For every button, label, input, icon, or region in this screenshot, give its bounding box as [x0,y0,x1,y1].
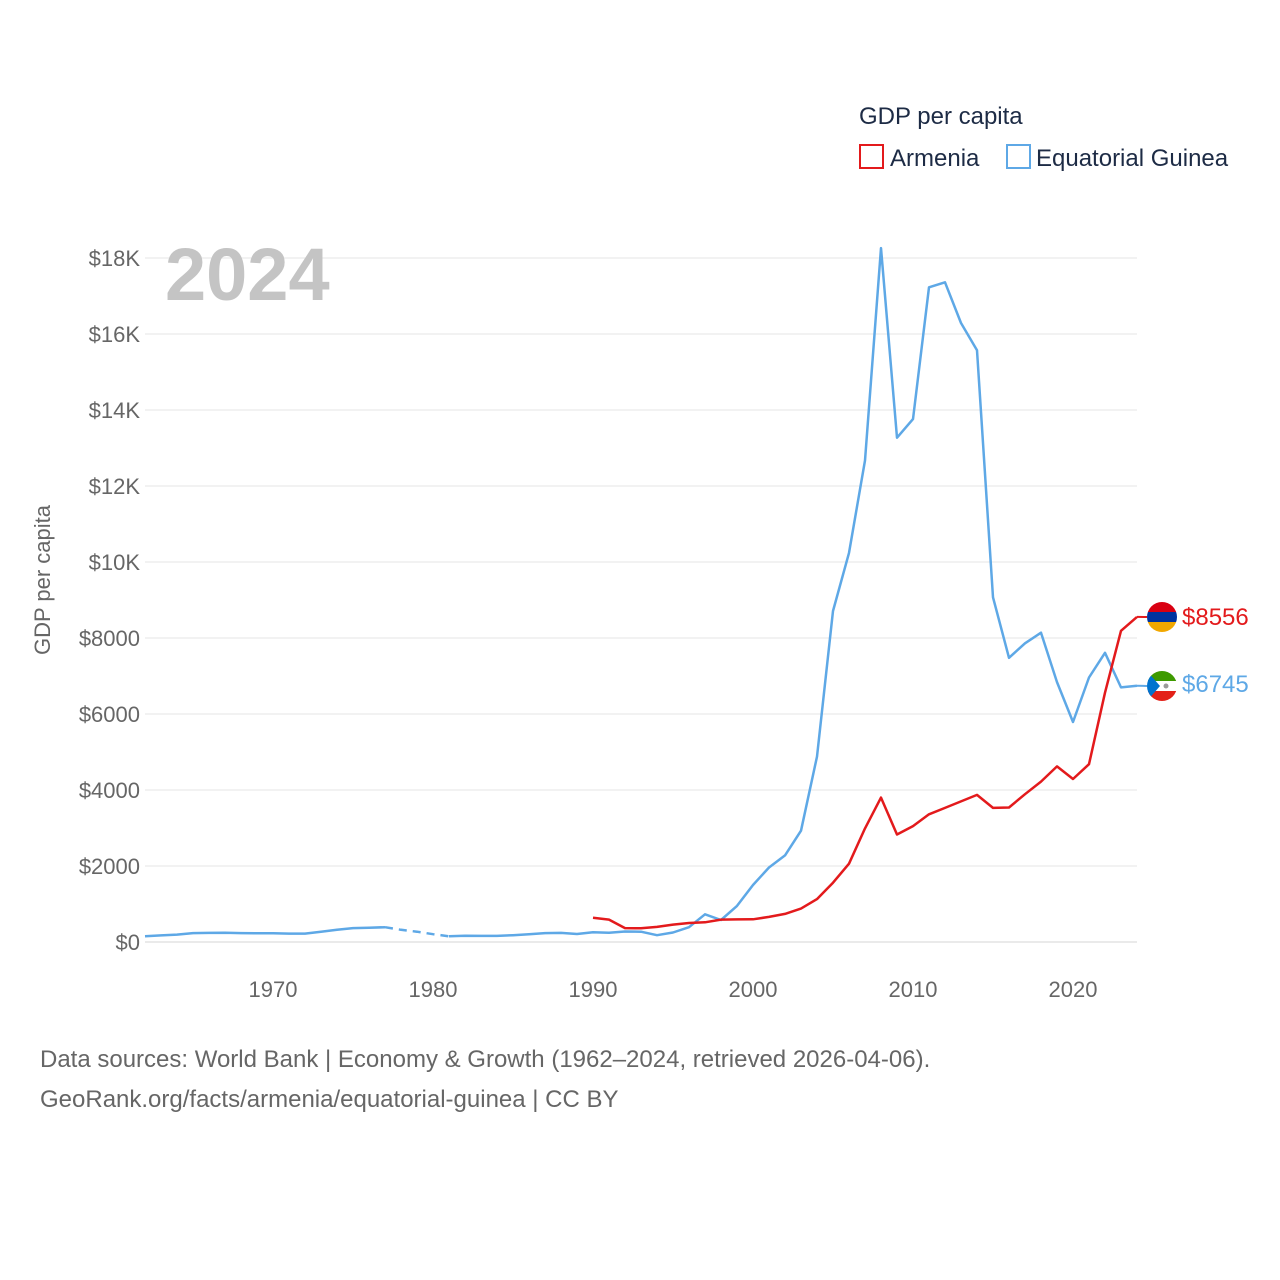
armenia-end-label: $8556 [1182,604,1249,631]
series-line-equatorial-guinea-gap[interactable] [384,925,450,938]
x-tick-label: 2020 [1049,977,1098,1002]
series-line-armenia[interactable] [592,615,1138,930]
legend-swatch-armenia[interactable] [859,144,884,169]
y-tick-label: $10K [89,550,141,575]
legend-label-equatorial-guinea[interactable]: Equatorial Guinea [1036,145,1229,172]
legend-swatch-equatorial-guinea[interactable] [1006,144,1031,169]
year-watermark: 2024 [165,233,330,316]
series-lines [144,246,1148,938]
source-line-1: Data sources: World Bank | Economy & Gro… [40,1046,931,1073]
legend: GDP per capita Armenia Equatorial Guinea [859,103,1229,172]
legend-label-armenia[interactable]: Armenia [890,145,980,172]
y-tick-label: $2000 [79,854,140,879]
x-tick-label: 1980 [409,977,458,1002]
x-tick-label: 1970 [249,977,298,1002]
y-axis-ticks: $0 $2000 $4000 $6000 $8000 $10K $12K $14K $16K $1… [79,246,141,955]
y-tick-label: $16K [89,322,141,347]
series-line-equatorial-guinea[interactable] [448,246,1138,938]
y-tick-label: $8000 [79,626,140,651]
equatorial-guinea-flag-icon [1147,671,1177,701]
armenia-flag-icon [1147,602,1177,632]
y-tick-label: $14K [89,398,141,423]
x-tick-label: 2010 [889,977,938,1002]
gdp-line-chart: $0 $2000 $4000 $6000 $8000 $10K $12K $14K $16K $1… [30,103,1249,1002]
x-tick-label: 1990 [569,977,618,1002]
x-axis-ticks: 1970 1980 1990 2000 2010 2020 [249,977,1098,1002]
source-line-2[interactable]: GeoRank.org/facts/armenia/equatorial-gui… [40,1086,619,1113]
y-tick-label: $18K [89,246,141,271]
y-tick-label: $6000 [79,702,140,727]
y-tick-label: $12K [89,474,141,499]
gridlines [145,257,1137,943]
y-tick-label: $0 [116,930,140,955]
y-axis-title: GDP per capita [30,504,55,655]
legend-title: GDP per capita [859,103,1023,130]
series-line-equatorial-guinea[interactable] [144,925,386,938]
y-tick-label: $4000 [79,778,140,803]
x-tick-label: 2000 [729,977,778,1002]
equatorial-guinea-end-label: $6745 [1182,671,1249,698]
